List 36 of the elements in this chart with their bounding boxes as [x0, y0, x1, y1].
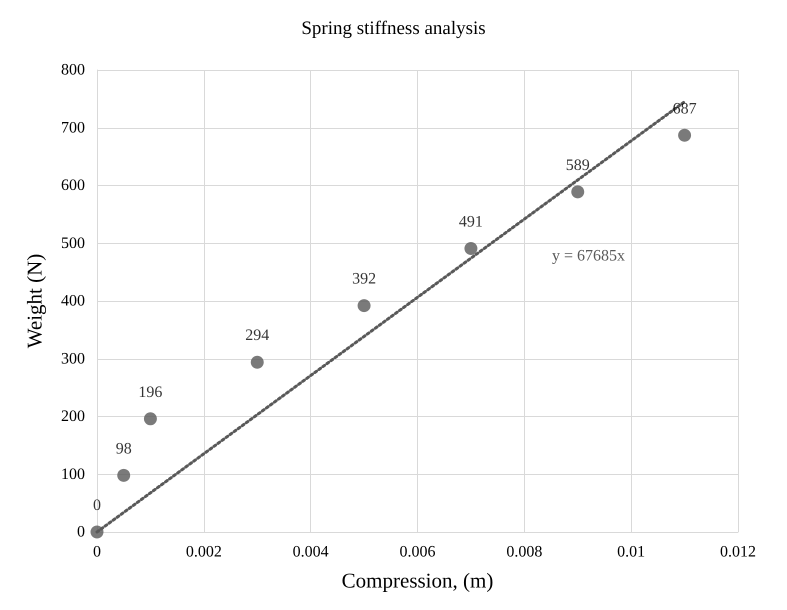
- data-label: 392: [352, 270, 376, 288]
- point: [90, 526, 104, 538]
- y-tick-label: 0: [77, 524, 85, 540]
- y-tick-label: 400: [61, 292, 85, 310]
- y-tick-label: 600: [61, 177, 85, 194]
- data-label: 0: [93, 497, 101, 514]
- chart-title: Spring stiffness analysis: [301, 18, 486, 39]
- data-label: 589: [566, 156, 590, 174]
- point: [571, 185, 584, 198]
- point: [678, 128, 692, 142]
- point: [250, 356, 264, 369]
- y-tick-label: 300: [61, 350, 85, 368]
- point: [358, 299, 371, 312]
- y-tick-label: 100: [61, 466, 85, 483]
- x-tick-label: 0.004: [292, 544, 329, 560]
- x-tick-label: 0.006: [400, 544, 436, 560]
- point: [464, 242, 478, 255]
- x-tick-label: 0.008: [506, 544, 542, 560]
- x-axis-title: Compression, (m): [342, 568, 494, 592]
- y-axis-title: Weight (N): [22, 254, 46, 348]
- y-tick-label: 500: [61, 234, 85, 252]
- y-tick-label: 200: [61, 408, 85, 425]
- x-tick-label: 0.01: [617, 544, 646, 560]
- y-tick-label: 700: [61, 119, 85, 136]
- annotation: y = 67685x: [552, 248, 626, 264]
- y-tick-label: 800: [61, 62, 85, 78]
- data-label: 491: [458, 213, 483, 230]
- point: [117, 468, 130, 482]
- data-label: 294: [245, 327, 270, 344]
- data-label: 98: [116, 440, 132, 458]
- data-label: 687: [672, 100, 697, 118]
- x-tick-label: 0.002: [186, 544, 222, 560]
- x-tick-label: 0: [93, 544, 101, 560]
- data-label: 196: [138, 384, 162, 401]
- point: [144, 412, 157, 426]
- x-tick-label: 0.012: [720, 544, 756, 560]
